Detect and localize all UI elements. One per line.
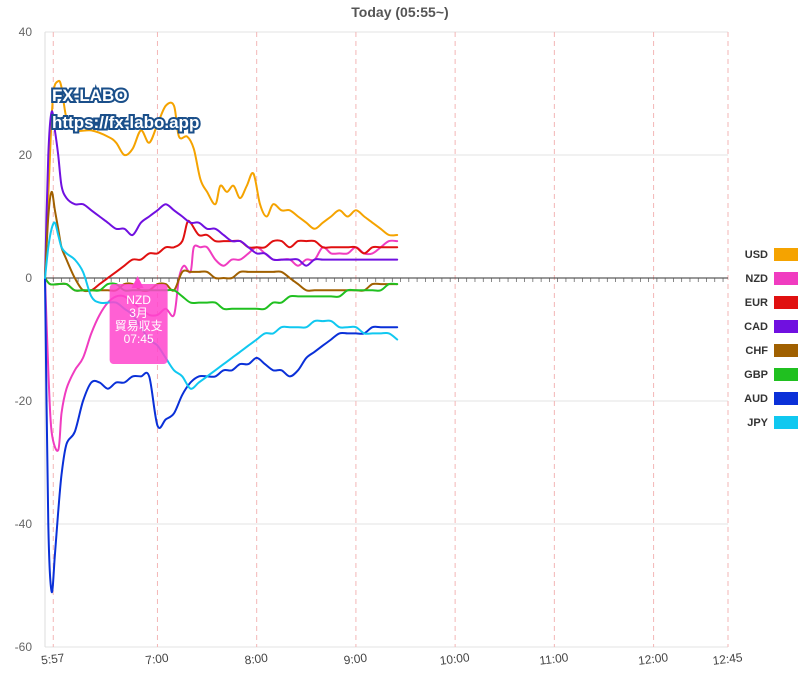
x-tick-label: 8:00 — [244, 651, 269, 668]
series-line-jpy — [44, 221, 399, 390]
legend-label: CHF — [745, 345, 768, 357]
y-tick-label: 40 — [19, 25, 33, 39]
x-tick-label: 11:00 — [539, 650, 570, 667]
y-tick-label: -60 — [15, 640, 33, 654]
legend-swatch — [774, 344, 798, 357]
legend-label: CAD — [744, 321, 768, 333]
series-line-chf — [44, 190, 399, 293]
y-tick-label: 0 — [25, 271, 32, 285]
watermark-name: FX-LABO — [52, 86, 128, 105]
y-tick-label: -20 — [15, 394, 33, 408]
series-line-nzd — [44, 239, 399, 452]
legend-label: JPY — [747, 417, 768, 429]
annotation-text: NZD — [126, 293, 151, 307]
legend-label: EUR — [745, 297, 768, 309]
annotation-box — [109, 284, 168, 364]
legend-label: NZD — [745, 273, 768, 285]
chart-title: Today (05:55~) — [351, 4, 449, 20]
legend-swatch — [774, 368, 798, 381]
annotation-text: 3月 — [129, 306, 148, 320]
legend-swatch — [774, 272, 798, 285]
legend-swatch — [774, 296, 798, 309]
legend-label: GBP — [744, 369, 768, 381]
series-line-usd — [44, 79, 399, 279]
x-tick-label: 5:57 — [40, 651, 65, 668]
annotation-text: 貿易収支 — [115, 319, 163, 333]
legend-label: AUD — [744, 393, 768, 405]
x-tick-label: 12:45 — [712, 650, 744, 668]
series-line-gbp — [44, 277, 399, 311]
x-tick-label: 9:00 — [343, 651, 368, 668]
legend-swatch — [774, 392, 798, 405]
watermark-url: https://fx-labo.app — [52, 113, 199, 132]
legend-swatch — [774, 416, 798, 429]
y-tick-label: -40 — [15, 517, 33, 531]
y-tick-label: 20 — [19, 148, 33, 162]
legend-label: USD — [745, 249, 768, 261]
x-tick-label: 10:00 — [439, 650, 471, 668]
series-line-aud — [44, 277, 399, 594]
annotation-text: 07:45 — [124, 332, 154, 346]
legend-swatch — [774, 248, 798, 261]
series-line-cad — [44, 110, 399, 279]
legend-swatch — [774, 320, 798, 333]
series-line-eur — [44, 219, 399, 292]
x-tick-label: 12:00 — [637, 650, 669, 668]
x-tick-label: 7:00 — [145, 651, 170, 668]
